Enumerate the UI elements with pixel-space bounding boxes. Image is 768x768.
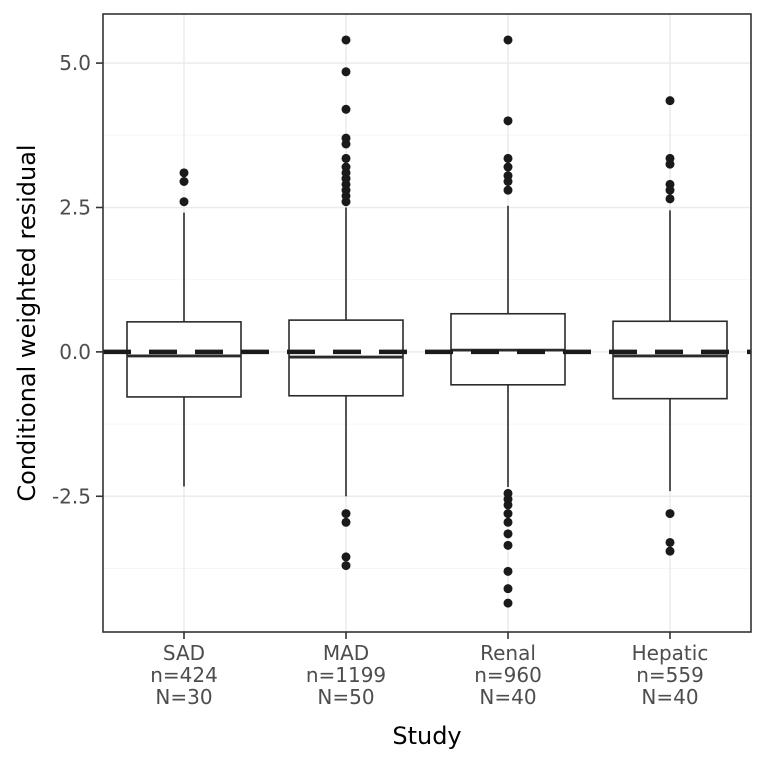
outlier-point	[665, 509, 675, 519]
x-tick-label: Renal n=960 N=40	[474, 641, 542, 709]
outlier-point	[503, 509, 513, 519]
y-tick-label: 0.0	[59, 340, 91, 364]
y-axis-title: Conditional weighted residual	[13, 144, 41, 502]
outlier-point	[665, 537, 675, 547]
outlier-point	[341, 67, 351, 77]
x-tick-label: SAD n=424 N=30	[150, 641, 218, 709]
outlier-point	[503, 488, 513, 498]
outlier-point	[503, 566, 513, 576]
outlier-point	[665, 96, 675, 106]
outlier-point	[341, 104, 351, 114]
outlier-point	[503, 517, 513, 527]
outlier-point	[179, 197, 189, 207]
y-tick-label: 5.0	[59, 51, 91, 75]
outlier-point	[665, 194, 675, 204]
outlier-point	[665, 153, 675, 163]
outlier-point	[341, 552, 351, 562]
outlier-point	[665, 179, 675, 189]
outlier-point	[665, 546, 675, 556]
outlier-point	[503, 162, 513, 172]
y-tick-label: 2.5	[59, 195, 91, 219]
outlier-point	[341, 35, 351, 45]
outlier-point	[503, 584, 513, 594]
outlier-point	[503, 35, 513, 45]
outlier-point	[179, 168, 189, 178]
x-tick-label: MAD n=1199 N=50	[306, 641, 386, 709]
outlier-point	[179, 176, 189, 186]
y-tick-label: -2.5	[52, 484, 91, 508]
outlier-point	[341, 509, 351, 519]
x-tick-label: Hepatic n=559 N=40	[632, 641, 709, 709]
outlier-point	[341, 561, 351, 571]
x-axis-title: Study	[392, 722, 462, 750]
outlier-point	[503, 171, 513, 181]
outlier-point	[341, 153, 351, 163]
outlier-point	[341, 517, 351, 527]
box-rect	[612, 320, 728, 400]
outlier-point	[503, 529, 513, 539]
outlier-point	[503, 153, 513, 163]
outlier-point	[341, 162, 351, 172]
outlier-point	[503, 185, 513, 195]
outlier-point	[503, 116, 513, 126]
outlier-point	[341, 133, 351, 143]
box-rect	[126, 321, 242, 398]
outlier-point	[503, 540, 513, 550]
outlier-point	[503, 598, 513, 608]
panel-border	[102, 13, 752, 633]
